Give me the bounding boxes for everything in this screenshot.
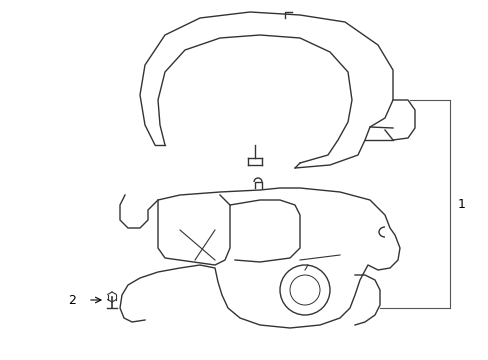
Text: 2: 2 (68, 293, 76, 306)
Text: 1: 1 (457, 198, 465, 211)
